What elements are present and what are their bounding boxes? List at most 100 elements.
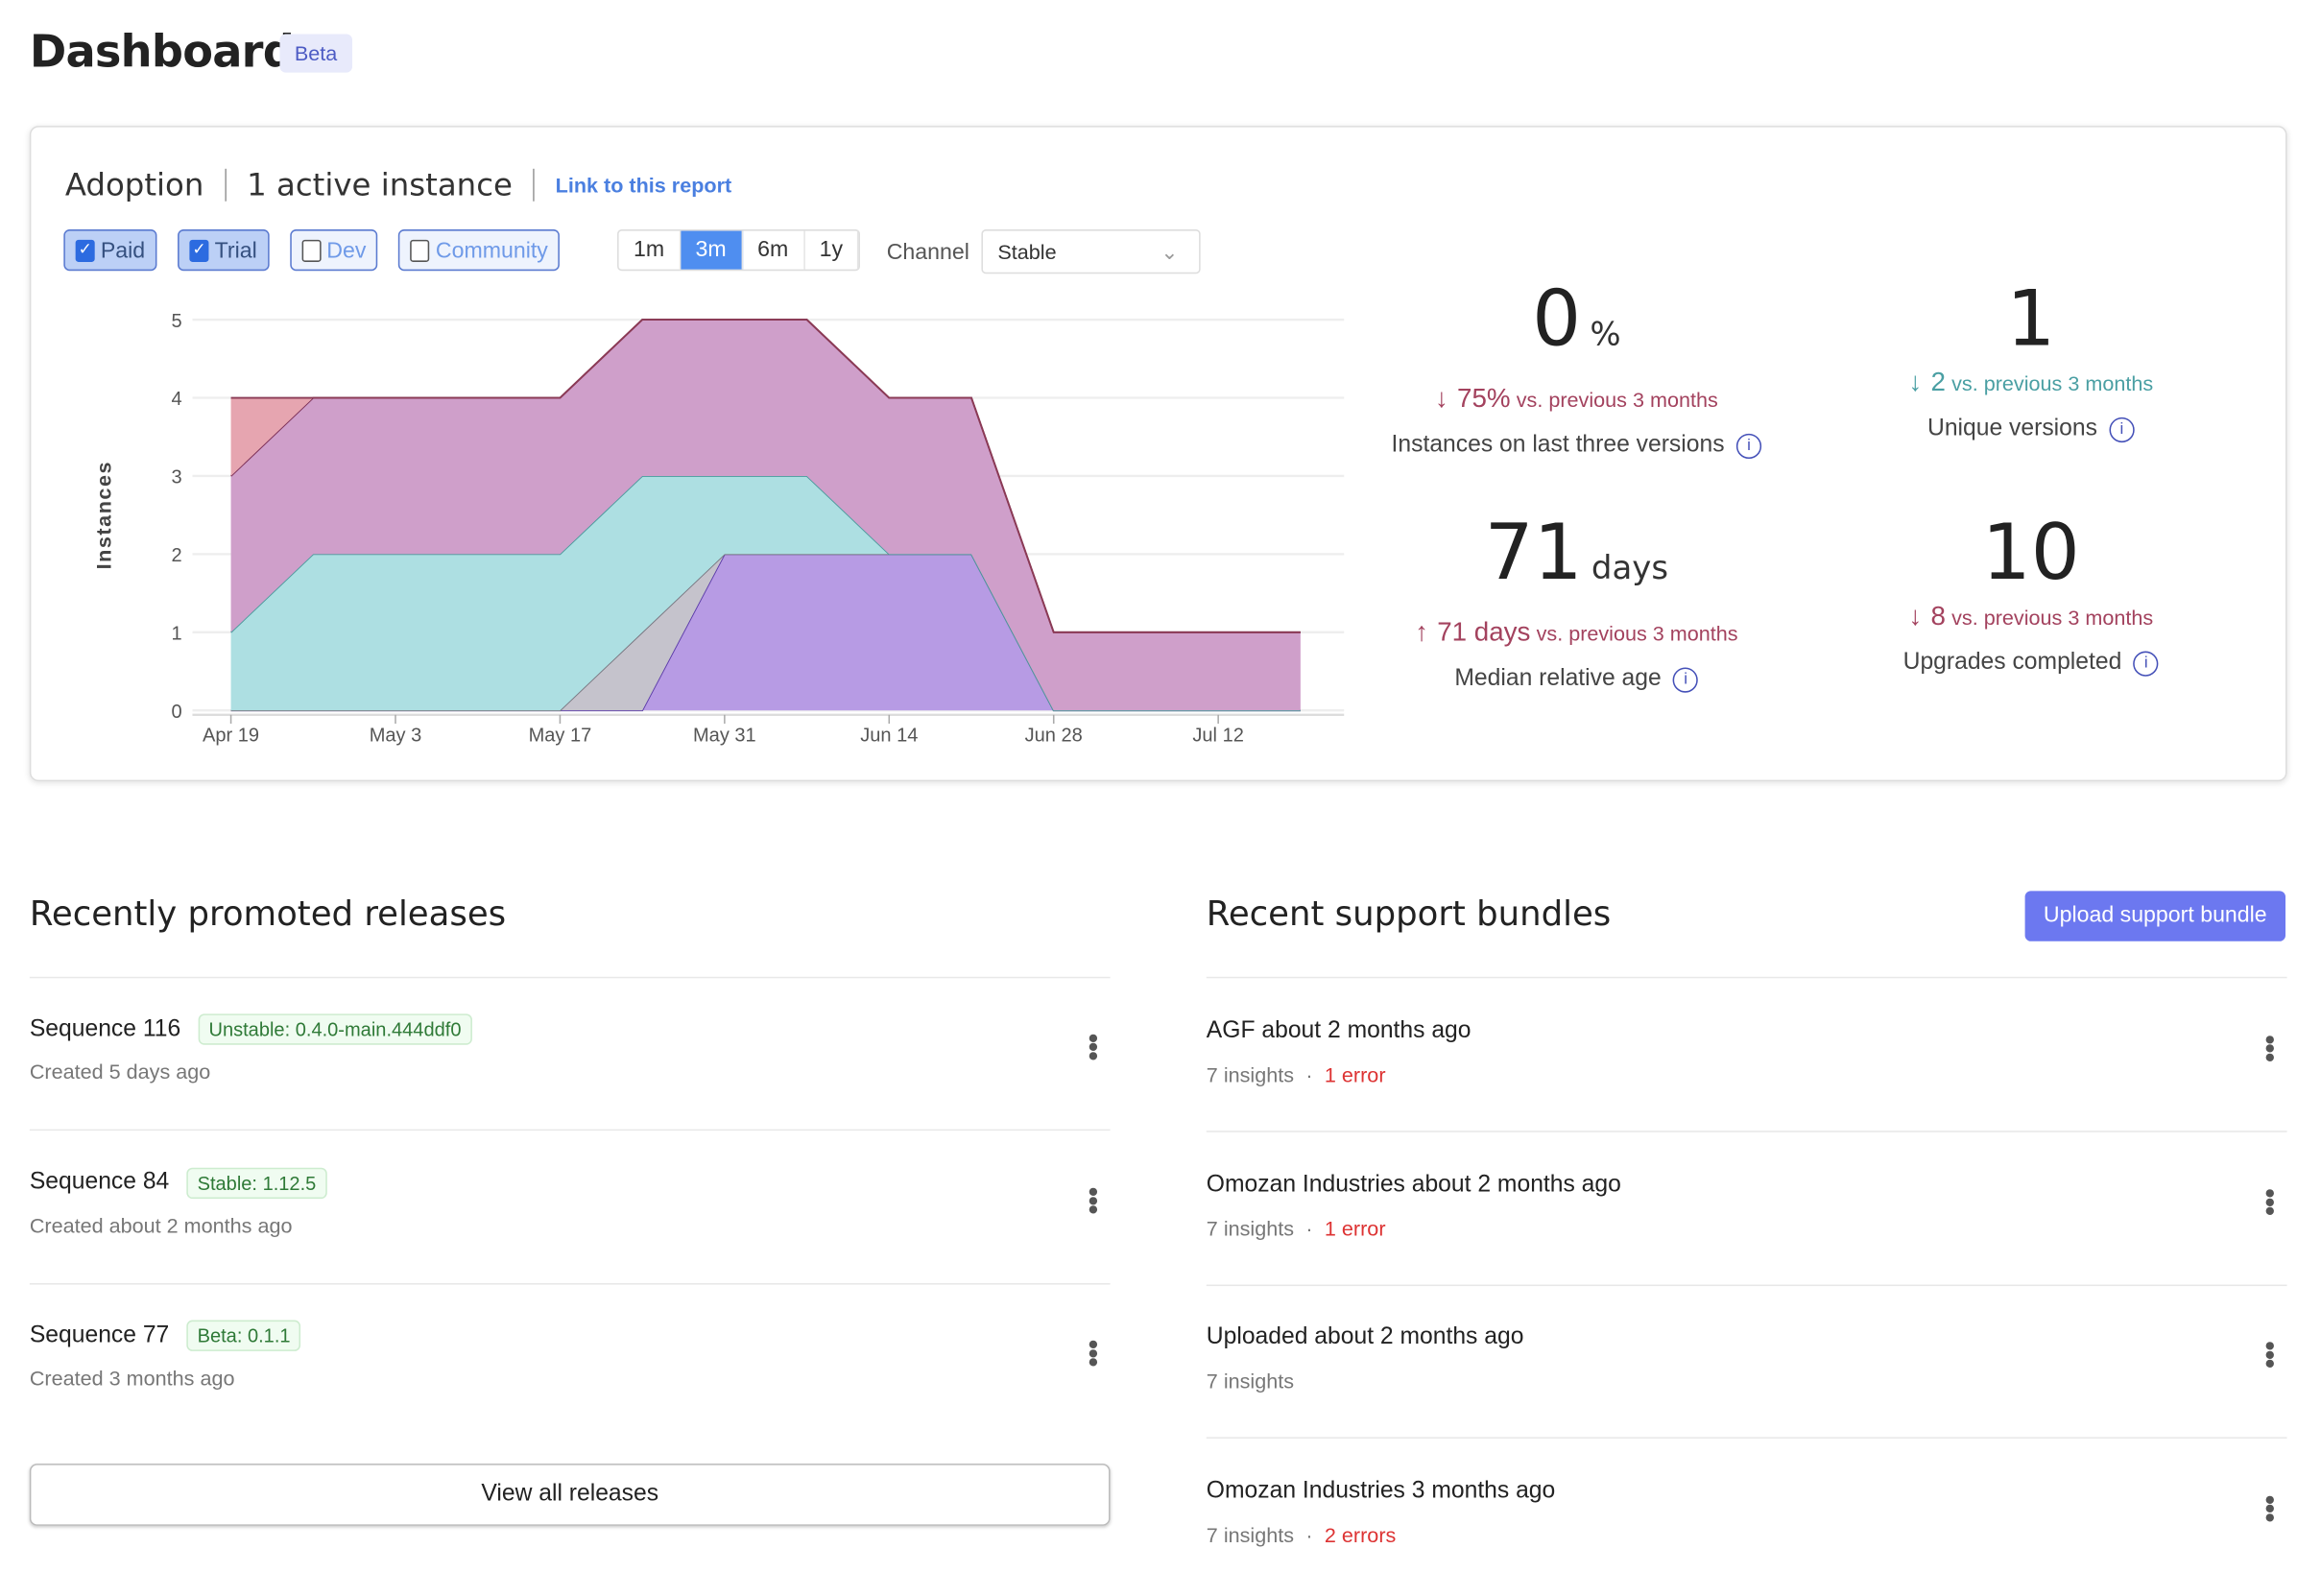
stat-change-vs: vs. previous 3 months <box>1536 621 1738 646</box>
x-tick-label: Apr 19 <box>203 726 259 747</box>
y-tick-label: 5 <box>172 311 182 332</box>
x-tick-label: Jun 28 <box>1025 726 1083 747</box>
filter-community[interactable]: Community <box>398 229 561 272</box>
stat-value-row: 10 <box>1794 512 2267 595</box>
stat-value: 71 <box>1484 509 1583 599</box>
separator-dot: · <box>1305 1062 1313 1086</box>
adoption-title: Adoption <box>64 167 204 203</box>
arrow-down-icon: ↓ <box>1908 601 1923 631</box>
release-row[interactable]: Sequence 84 Stable: 1.12.5 Created about 2… <box>29 1166 1111 1285</box>
bundle-insights: 7 insights <box>1206 1369 1295 1394</box>
more-options-icon[interactable]: • • • <box>1088 1176 1099 1227</box>
stat-change-value: 71 days <box>1437 617 1531 647</box>
release-header: Sequence 116 Unstable: 0.4.0-main.444ddf0 <box>30 1013 1111 1045</box>
checkbox-checked-icon[interactable]: ✓ <box>189 239 209 262</box>
bundle-insights: 7 insights <box>1206 1522 1295 1546</box>
series-area-3 <box>230 320 1301 711</box>
series-line-4 <box>230 319 1301 633</box>
stat-change-vs: vs. previous 3 months <box>1951 605 2154 630</box>
y-tick-label: 2 <box>172 545 182 566</box>
stat-change-value: 8 <box>1930 601 1946 631</box>
range-3m[interactable]: 3m <box>681 230 743 270</box>
info-icon[interactable]: i <box>1735 433 1762 460</box>
filter-dev[interactable]: Dev <box>289 229 378 272</box>
info-icon[interactable]: i <box>2109 417 2135 443</box>
bundle-meta: 7 insights · 1 error <box>1207 1216 2287 1240</box>
range-6m[interactable]: 6m <box>743 230 805 270</box>
release-name: Sequence 77 <box>29 1322 170 1348</box>
stat-label: Unique versions <box>1927 416 2097 441</box>
filter-label: Paid <box>100 237 146 263</box>
info-icon[interactable]: i <box>2133 651 2159 677</box>
release-created: Created about 2 months ago <box>29 1212 293 1237</box>
filter-label: Trial <box>214 237 257 263</box>
y-axis-label: Instances <box>92 461 116 569</box>
more-options-icon[interactable]: • • • <box>2264 1024 2276 1075</box>
stat-value: 10 <box>1981 509 2080 599</box>
more-options-icon[interactable]: • • • <box>2264 1177 2276 1228</box>
bundle-row[interactable]: Uploaded about 2 months ago 7 insights • • • <box>1207 1324 2287 1442</box>
adoption-header: Adoption 1 active instance Link to this … <box>65 167 731 202</box>
y-tick-label: 3 <box>172 467 182 488</box>
divider <box>224 168 227 202</box>
bundle-insights: 7 insights <box>1206 1062 1295 1086</box>
channel-label: Channel <box>886 239 969 266</box>
stat-label: Instances on last three versions <box>1391 432 1725 458</box>
bundle-row[interactable]: Omozan Industries about 2 months ago 7 in… <box>1207 1172 2287 1290</box>
stat-change: ↓ 75% vs. previous 3 months <box>1340 383 1813 414</box>
bundle-name: Omozan Industries 3 months ago <box>1206 1477 1556 1504</box>
series-area-2 <box>230 475 1301 711</box>
release-created: Created 3 months ago <box>29 1366 235 1391</box>
stat-card: 10 ↓ 8 vs. previous 3 months Upgrades comple… <box>1794 512 2267 677</box>
range-1y[interactable]: 1y <box>804 230 859 270</box>
release-header: Sequence 84 Stable: 1.12.5 <box>29 1166 1111 1199</box>
release-channel-tag: Beta: 0.1.1 <box>186 1320 301 1351</box>
separator-dot: · <box>1305 1522 1313 1546</box>
active-instances: 1 active instance <box>247 167 513 203</box>
more-options-icon[interactable]: • • • <box>2264 1330 2276 1381</box>
checkbox-icon[interactable] <box>410 239 430 262</box>
report-link[interactable]: Link to this report <box>555 173 732 198</box>
bundle-row[interactable]: Omozan Industries 3 months ago 7 insights… <box>1207 1478 2287 1596</box>
range-1m[interactable]: 1m <box>619 230 682 270</box>
more-options-icon[interactable]: • • • <box>2264 1483 2276 1535</box>
checkbox-checked-icon[interactable]: ✓ <box>75 239 95 262</box>
stat-unit: days <box>1591 550 1669 588</box>
upload-support-bundle-button[interactable]: Upload support bundle <box>2024 891 2286 941</box>
bundle-row[interactable]: AGF about 2 months ago 7 insights · 1 error… <box>1207 1018 2287 1136</box>
bundle-errors: 1 error <box>1324 1062 1386 1086</box>
x-tick-label: May 17 <box>529 726 592 747</box>
arrow-up-icon: ↑ <box>1415 617 1428 647</box>
divider <box>533 168 536 202</box>
stat-label-row: Median relative age i <box>1340 666 1813 693</box>
view-all-releases-button[interactable]: View all releases <box>29 1464 1111 1526</box>
release-name: Sequence 84 <box>29 1169 170 1195</box>
stat-label-row: Unique versions i <box>1794 416 2267 443</box>
channel-select[interactable]: Stable ⌄ <box>981 229 1201 274</box>
x-tick-label: May 3 <box>370 726 422 747</box>
checkbox-icon[interactable] <box>301 239 322 262</box>
filter-trial[interactable]: ✓ Trial <box>178 229 270 272</box>
stat-change-value: 75% <box>1457 383 1511 414</box>
bundle-insights: 7 insights <box>1206 1215 1295 1240</box>
filter-paid[interactable]: ✓ Paid <box>63 229 157 272</box>
chevron-down-icon: ⌄ <box>1160 239 1179 264</box>
more-options-icon[interactable]: • • • <box>1088 1328 1099 1380</box>
divider <box>29 1129 1111 1131</box>
stat-card: 1 ↓ 2 vs. previous 3 months Unique versions i <box>1794 278 2267 443</box>
stat-value-row: 71 days <box>1340 512 1813 611</box>
release-created: Created 5 days ago <box>29 1060 211 1084</box>
separator-dot: · <box>1305 1215 1313 1240</box>
bundle-meta: 7 insights · 2 errors <box>1207 1522 2287 1546</box>
adoption-card <box>29 126 2287 782</box>
stat-change-vs: vs. previous 3 months <box>1951 371 2154 395</box>
info-icon[interactable]: i <box>1673 667 1699 693</box>
stat-label: Upgrades completed <box>1902 649 2122 676</box>
release-row[interactable]: Sequence 116 Unstable: 0.4.0-main.444ddf0… <box>30 1013 1111 1131</box>
filter-label: Community <box>435 237 548 263</box>
release-row[interactable]: Sequence 77 Beta: 0.1.1 Created 3 months a… <box>29 1320 1111 1439</box>
x-tick-label: Jun 14 <box>860 726 918 747</box>
stat-value-row: 0% <box>1340 278 1813 377</box>
more-options-icon[interactable]: • • • <box>1088 1022 1099 1074</box>
stat-value: 0 <box>1532 274 1582 365</box>
